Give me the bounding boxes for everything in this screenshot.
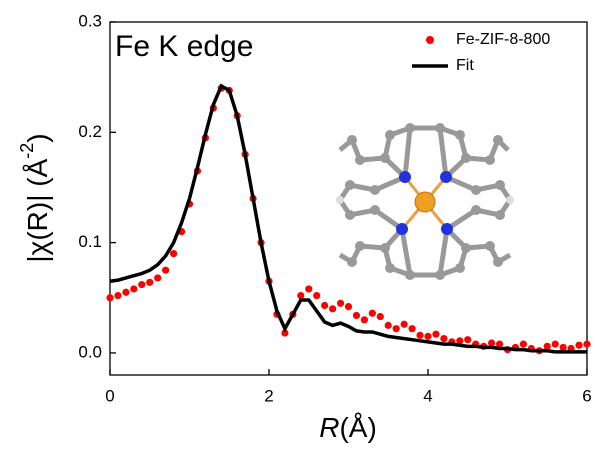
data-point — [114, 292, 121, 299]
structure-inset — [336, 123, 514, 280]
data-point — [106, 294, 113, 301]
data-point — [583, 341, 590, 348]
data-point — [369, 310, 376, 317]
data-point — [305, 285, 312, 292]
data-point — [361, 316, 368, 323]
data-point — [162, 267, 169, 274]
x-tick-label: 0 — [105, 386, 114, 405]
data-point — [353, 312, 360, 319]
y-tick-label: 0.3 — [78, 11, 102, 30]
x-tick-label: 2 — [264, 386, 273, 405]
data-point — [154, 274, 161, 281]
x-axis-label: R(Å) — [319, 412, 377, 443]
data-point — [520, 341, 527, 348]
data-point — [385, 322, 392, 329]
data-point — [146, 279, 153, 286]
data-point — [409, 325, 416, 332]
y-label-end: ) — [22, 133, 53, 142]
legend-label: Fit — [456, 57, 474, 74]
data-point — [321, 302, 328, 309]
data-point — [122, 289, 129, 296]
y-tick-label: 0.0 — [78, 342, 102, 361]
data-point — [424, 333, 431, 340]
data-point — [130, 285, 137, 292]
legend-label: Fe-ZIF-8-800 — [456, 31, 550, 48]
data-point — [138, 281, 145, 288]
data-point — [552, 341, 559, 348]
x-label-italic: R — [319, 412, 339, 443]
y-axis-label: |χ(R)| (Å-2) — [17, 133, 54, 262]
data-point — [416, 332, 423, 339]
data-point — [345, 303, 352, 310]
data-point — [401, 321, 408, 328]
data-point — [544, 343, 551, 350]
x-tick-label: 4 — [423, 386, 432, 405]
data-point — [560, 344, 567, 351]
data-point — [313, 292, 320, 299]
data-point — [170, 250, 177, 257]
x-label: (Å) — [339, 412, 376, 443]
y-label-sup: -2 — [17, 143, 37, 159]
data-point — [393, 325, 400, 332]
plot-frame — [110, 22, 587, 375]
data-point — [337, 300, 344, 307]
data-point — [488, 339, 495, 346]
annotation: Fe K edge — [115, 30, 253, 63]
data-point — [432, 331, 439, 338]
data-point — [377, 313, 384, 320]
data-point — [575, 342, 582, 349]
data-point — [440, 335, 447, 342]
data-point — [297, 292, 304, 299]
data-point — [464, 336, 471, 343]
y-label: |χ(R)| (Å — [22, 158, 53, 262]
legend-marker — [426, 36, 434, 44]
x-tick-label: 6 — [582, 386, 591, 405]
y-tick-label: 0.1 — [78, 232, 102, 251]
data-point — [329, 305, 336, 312]
chart: Fe K edge R(Å) |χ(R)| (Å-2) 0 2 4 6 0.0 0.1 0.… — [0, 0, 595, 450]
y-tick-label: 0.2 — [78, 122, 102, 141]
